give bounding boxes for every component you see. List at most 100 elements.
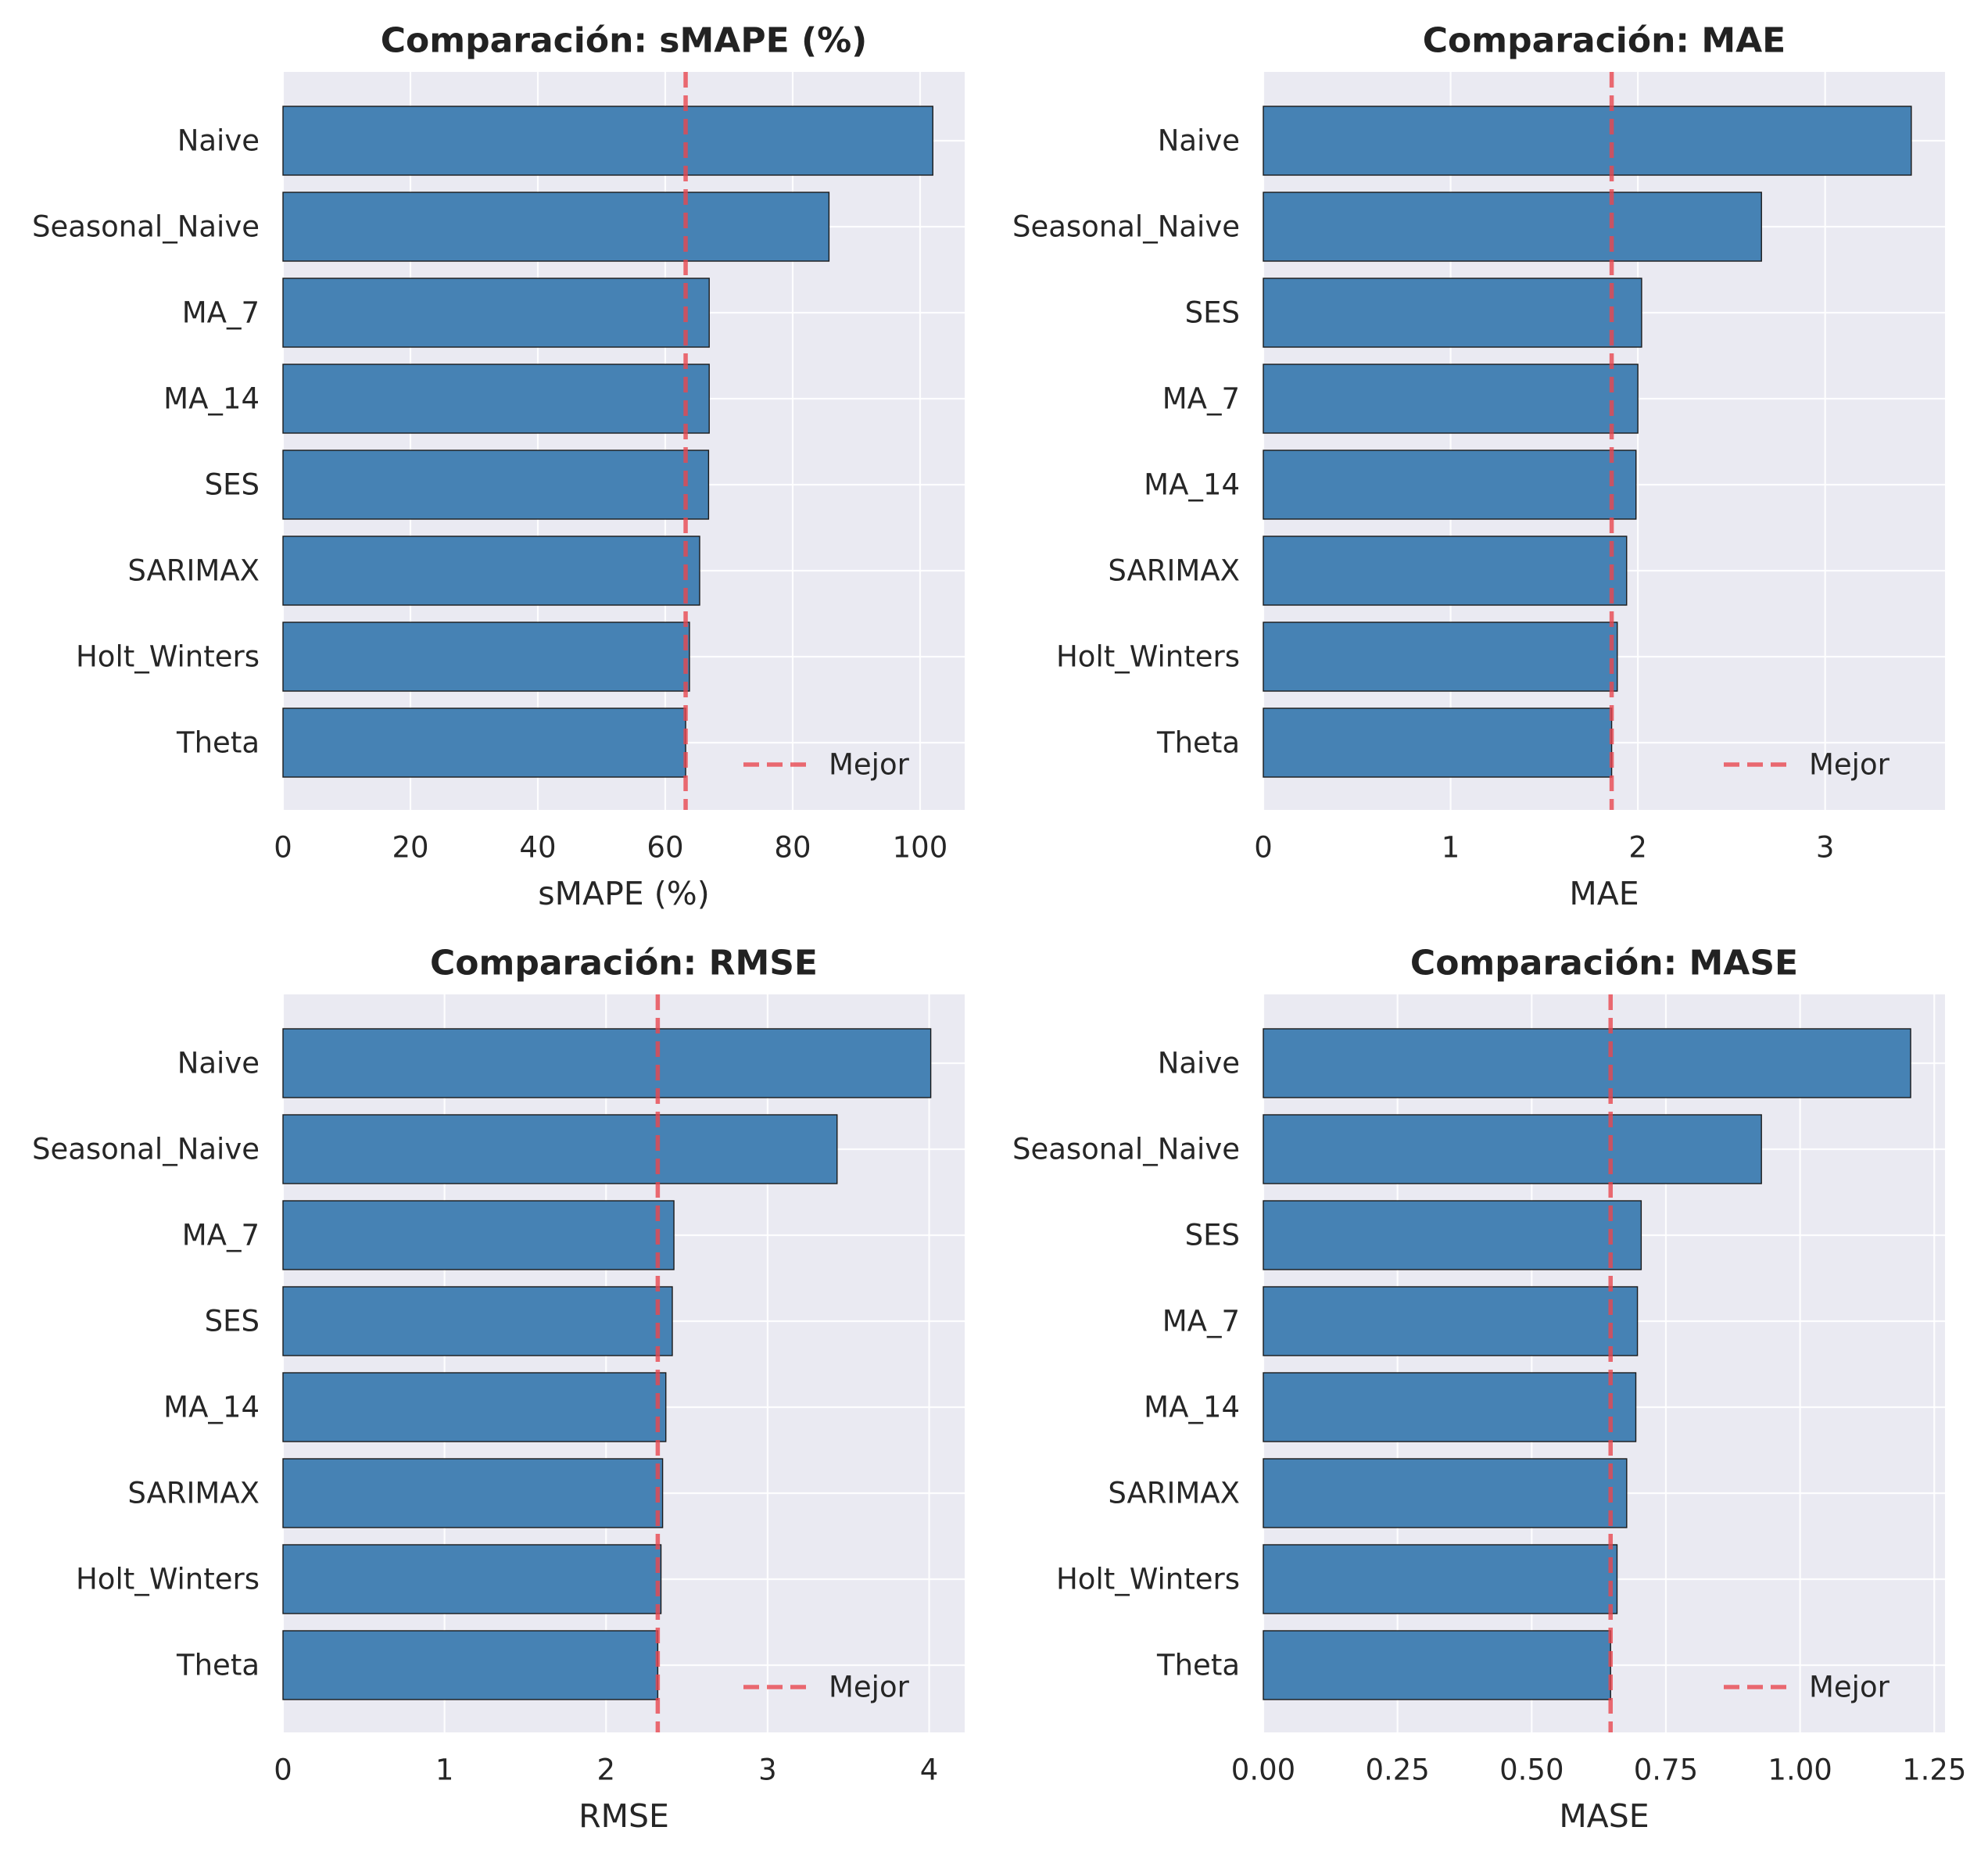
bar	[282, 622, 690, 692]
bar	[1263, 1028, 1911, 1098]
bar	[1263, 364, 1639, 434]
x-tick-label: 0.75	[1634, 1753, 1698, 1787]
y-tick-label: MA_7	[182, 296, 260, 330]
x-axis-label: MAE	[1569, 875, 1639, 912]
bar	[282, 278, 710, 348]
legend-label: Mejor	[829, 1671, 910, 1704]
bar	[1263, 536, 1628, 606]
bar	[1263, 1630, 1611, 1700]
chart-panel: Naive Seasonal_Naive MA_7 SES MA_14 SARIMAX Ho…	[32, 944, 965, 1835]
legend-label: Mejor	[1809, 1671, 1890, 1704]
legend-label: Mejor	[1809, 748, 1890, 782]
y-tick-label: MA_14	[163, 1391, 260, 1424]
bar	[282, 1028, 932, 1098]
y-tick-label: SES	[1185, 296, 1240, 330]
chart-title: Comparación: sMAPE (%)	[381, 21, 868, 61]
x-tick-label: 1.25	[1902, 1753, 1966, 1787]
y-tick-label: Naive	[1158, 124, 1240, 158]
y-tick-label: Theta	[1156, 726, 1240, 760]
bar	[282, 536, 700, 606]
y-tick-label: SES	[1185, 1219, 1240, 1252]
x-tick-label: 0.25	[1365, 1753, 1429, 1787]
y-tick-label: MA_7	[1162, 1305, 1240, 1338]
bar	[1263, 1372, 1637, 1442]
y-tick-label: MA_14	[1144, 1391, 1240, 1424]
x-tick-label: 20	[392, 831, 428, 865]
plot-area	[283, 72, 965, 810]
plot-area	[283, 994, 965, 1732]
chart-panel: Naive Seasonal_Naive SES MA_7 MA_14 SARIMAX Ho…	[1012, 21, 1945, 912]
y-tick-label: Naive	[177, 1047, 260, 1080]
x-tick-label: 2	[1628, 831, 1647, 865]
x-tick-label: 0.00	[1231, 1753, 1295, 1787]
bar	[282, 450, 710, 520]
x-tick-label: 60	[647, 831, 683, 865]
x-tick-label: 3	[758, 1753, 777, 1787]
x-tick-label: 40	[519, 831, 556, 865]
bar	[282, 192, 830, 262]
x-tick-label: 4	[920, 1753, 939, 1787]
x-tick-label: 2	[596, 1753, 615, 1787]
x-tick-label: 1	[1442, 831, 1460, 865]
y-tick-label: Seasonal_Naive	[1012, 210, 1240, 244]
x-tick-label: 1	[435, 1753, 454, 1787]
x-tick-label: 0	[1254, 831, 1273, 865]
bar	[1263, 1200, 1642, 1270]
x-tick-label: 3	[1816, 831, 1835, 865]
y-tick-label: Naive	[177, 124, 260, 158]
y-tick-label: MA_14	[1144, 468, 1240, 502]
bar	[1263, 106, 1912, 176]
plot-area	[1263, 994, 1945, 1732]
y-tick-label: MA_14	[163, 382, 260, 416]
chart-title: Comparación: RMSE	[430, 944, 818, 983]
y-tick-label: MA_7	[1162, 382, 1240, 416]
x-axis-label: RMSE	[578, 1797, 669, 1835]
bar	[1263, 278, 1642, 348]
y-tick-label: SES	[205, 468, 260, 502]
bar	[282, 1372, 667, 1442]
y-tick-label: Theta	[176, 726, 260, 760]
x-axis-label: MASE	[1559, 1797, 1649, 1835]
plot-area	[1263, 72, 1945, 810]
x-tick-label: 0	[274, 1753, 292, 1787]
bar	[282, 1286, 673, 1356]
bar	[282, 1114, 838, 1184]
y-tick-label: Holt_Winters	[76, 640, 260, 674]
y-tick-label: Theta	[176, 1649, 260, 1682]
bar	[1263, 192, 1762, 262]
x-tick-label: 1.00	[1768, 1753, 1832, 1787]
x-tick-label: 80	[774, 831, 811, 865]
y-tick-label: Seasonal_Naive	[1012, 1133, 1240, 1166]
bar	[1263, 1286, 1639, 1356]
x-tick-label: 0.50	[1499, 1753, 1564, 1787]
chart-panel: Naive Seasonal_Naive MA_7 MA_14 SES SARIMAX Ho…	[32, 21, 965, 912]
bar	[1263, 707, 1613, 778]
y-tick-label: Holt_Winters	[1056, 640, 1240, 674]
chart-title: Comparación: MAE	[1423, 21, 1786, 61]
y-tick-label: MA_7	[182, 1219, 260, 1252]
y-tick-label: Holt_Winters	[76, 1563, 260, 1596]
y-tick-label: SARIMAX	[1108, 554, 1240, 588]
x-tick-label: 0	[274, 831, 292, 865]
bar	[282, 1544, 662, 1614]
y-tick-label: SARIMAX	[127, 1477, 260, 1510]
bar	[282, 106, 933, 176]
y-tick-label: Theta	[1156, 1649, 1240, 1682]
bar	[1263, 1114, 1762, 1184]
legend-label: Mejor	[829, 748, 910, 782]
chart-title: Comparación: MASE	[1410, 944, 1798, 983]
y-tick-label: Holt_Winters	[1056, 1563, 1240, 1596]
y-tick-label: Seasonal_Naive	[32, 1133, 260, 1166]
y-tick-label: SES	[205, 1305, 260, 1338]
y-tick-label: SARIMAX	[127, 554, 260, 588]
chart-panel: Naive Seasonal_Naive SES MA_7 MA_14 SARIMAX Ho…	[1012, 944, 1967, 1836]
y-tick-label: SARIMAX	[1108, 1477, 1240, 1510]
y-tick-label: Seasonal_Naive	[32, 210, 260, 244]
bar	[282, 364, 710, 434]
bar	[1263, 622, 1618, 692]
x-tick-label: 100	[893, 831, 948, 865]
x-axis-label: sMAPE (%)	[538, 875, 709, 912]
bar	[282, 707, 686, 778]
bar	[1263, 1458, 1628, 1528]
